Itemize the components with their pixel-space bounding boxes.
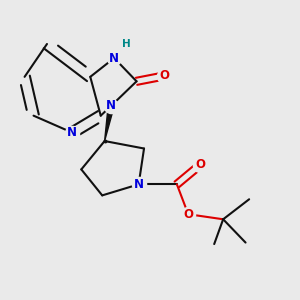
Text: N: N [106,99,116,112]
Polygon shape [105,105,114,141]
Text: N: N [134,178,144,191]
Text: O: O [195,158,205,171]
Text: O: O [183,208,193,221]
Text: N: N [109,52,119,64]
Text: N: N [68,126,77,139]
Text: O: O [159,69,169,82]
Text: H: H [122,39,130,49]
